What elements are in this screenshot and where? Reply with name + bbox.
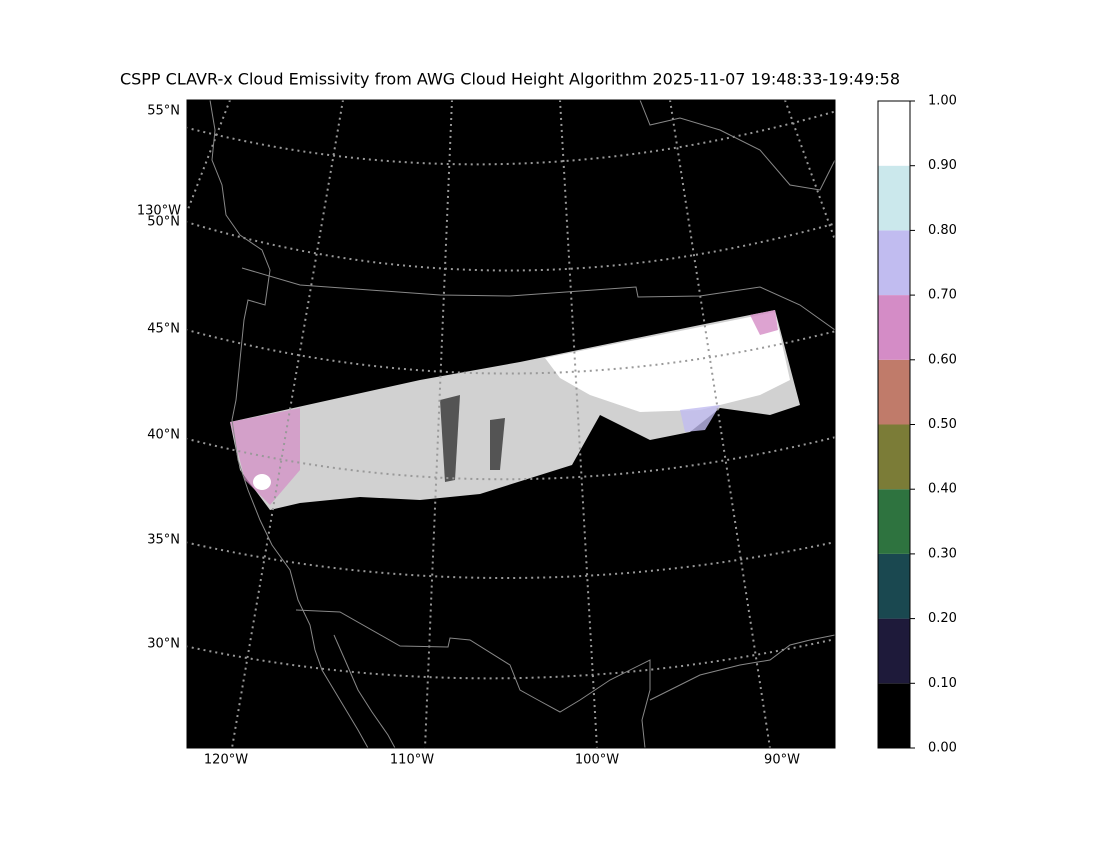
map: 55°N 50°N 45°N 40°N 35°N 30°N 130°W 120°… [137, 99, 836, 768]
title: CSPP CLAVR-x Cloud Emissivity from AWG C… [120, 70, 900, 89]
lat-label: 50°N [147, 215, 180, 230]
lat-label: 30°N [147, 637, 180, 652]
lat-label: 55°N [147, 104, 180, 119]
colorbar-tick-label: 0.40 [928, 482, 957, 497]
lon-label: 130°W [137, 204, 181, 219]
colorbar-tick-label: 0.00 [928, 741, 957, 756]
colorbar-segment [878, 295, 910, 360]
lat-label: 45°N [147, 322, 180, 337]
lon-label: 120°W [204, 753, 248, 768]
colorbar-segment [878, 230, 910, 296]
colorbar-tick-label: 0.70 [928, 288, 957, 303]
colorbar-tick-label: 1.00 [928, 94, 957, 109]
colorbar-tick-label: 0.50 [928, 417, 957, 432]
colorbar-segment [878, 101, 910, 166]
lon-label: 110°W [390, 753, 434, 768]
colorbar-tick-label: 0.20 [928, 611, 957, 626]
colorbar-segment [878, 683, 910, 748]
colorbar-tick-label: 0.90 [928, 158, 957, 173]
colorbar-segment [878, 553, 910, 619]
colorbar-tick-label: 0.80 [928, 223, 957, 238]
graticule [187, 100, 835, 748]
colorbar: 0.00 0.10 0.20 0.30 0.40 0.50 0.60 0.70 0.80 0.90… [877, 94, 957, 756]
colorbar-tick-label: 0.30 [928, 546, 957, 561]
lat-label: 35°N [147, 533, 180, 548]
colorbar-segment [878, 489, 910, 554]
colorbar-segment [878, 359, 910, 425]
colorbar-segment [878, 618, 910, 684]
lon-label: 100°W [575, 753, 619, 768]
lat-label: 40°N [147, 428, 180, 443]
map-frame [186, 99, 836, 749]
colorbar-segment [878, 424, 910, 490]
lon-label: 90°W [764, 753, 800, 768]
colorbar-tick-label: 0.60 [928, 352, 957, 367]
colorbar-segment [878, 165, 910, 231]
coastlines [209, 100, 835, 748]
colorbar-tick-label: 0.10 [928, 676, 957, 691]
cloud-swath [230, 310, 800, 510]
